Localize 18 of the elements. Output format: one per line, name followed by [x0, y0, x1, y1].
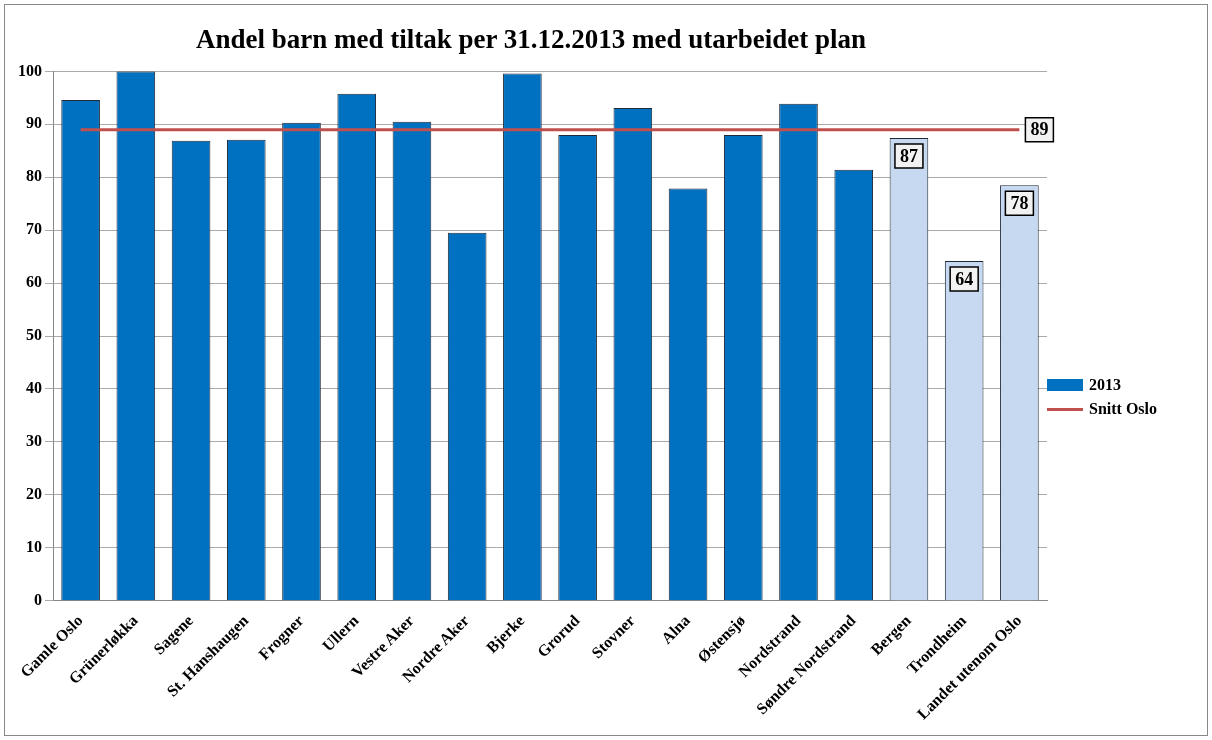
y-tick-label: 10: [26, 537, 42, 555]
data-label: 89: [1030, 119, 1049, 140]
y-tick-label: 80: [26, 167, 42, 185]
y-tick-label: 50: [26, 326, 42, 344]
y-tick-label: 30: [26, 432, 42, 450]
data-label: 78: [1010, 192, 1029, 213]
y-tick-label: 20: [26, 485, 42, 503]
legend-label: Snitt Oslo: [1089, 400, 1158, 418]
y-tick-label: 60: [26, 273, 42, 291]
data-label: 64: [955, 268, 974, 289]
y-tick-label: 90: [26, 114, 42, 132]
y-tick-label: 70: [26, 220, 42, 238]
chart-title: Andel barn med tiltak per 31.12.2013 med utarbeidet plan: [195, 24, 867, 55]
y-tick-label: 0: [34, 590, 42, 608]
data-label: 87: [899, 145, 918, 166]
legend-label: 2013: [1089, 376, 1121, 394]
y-tick-label: 40: [26, 379, 42, 397]
y-tick-label: 100: [18, 61, 42, 79]
